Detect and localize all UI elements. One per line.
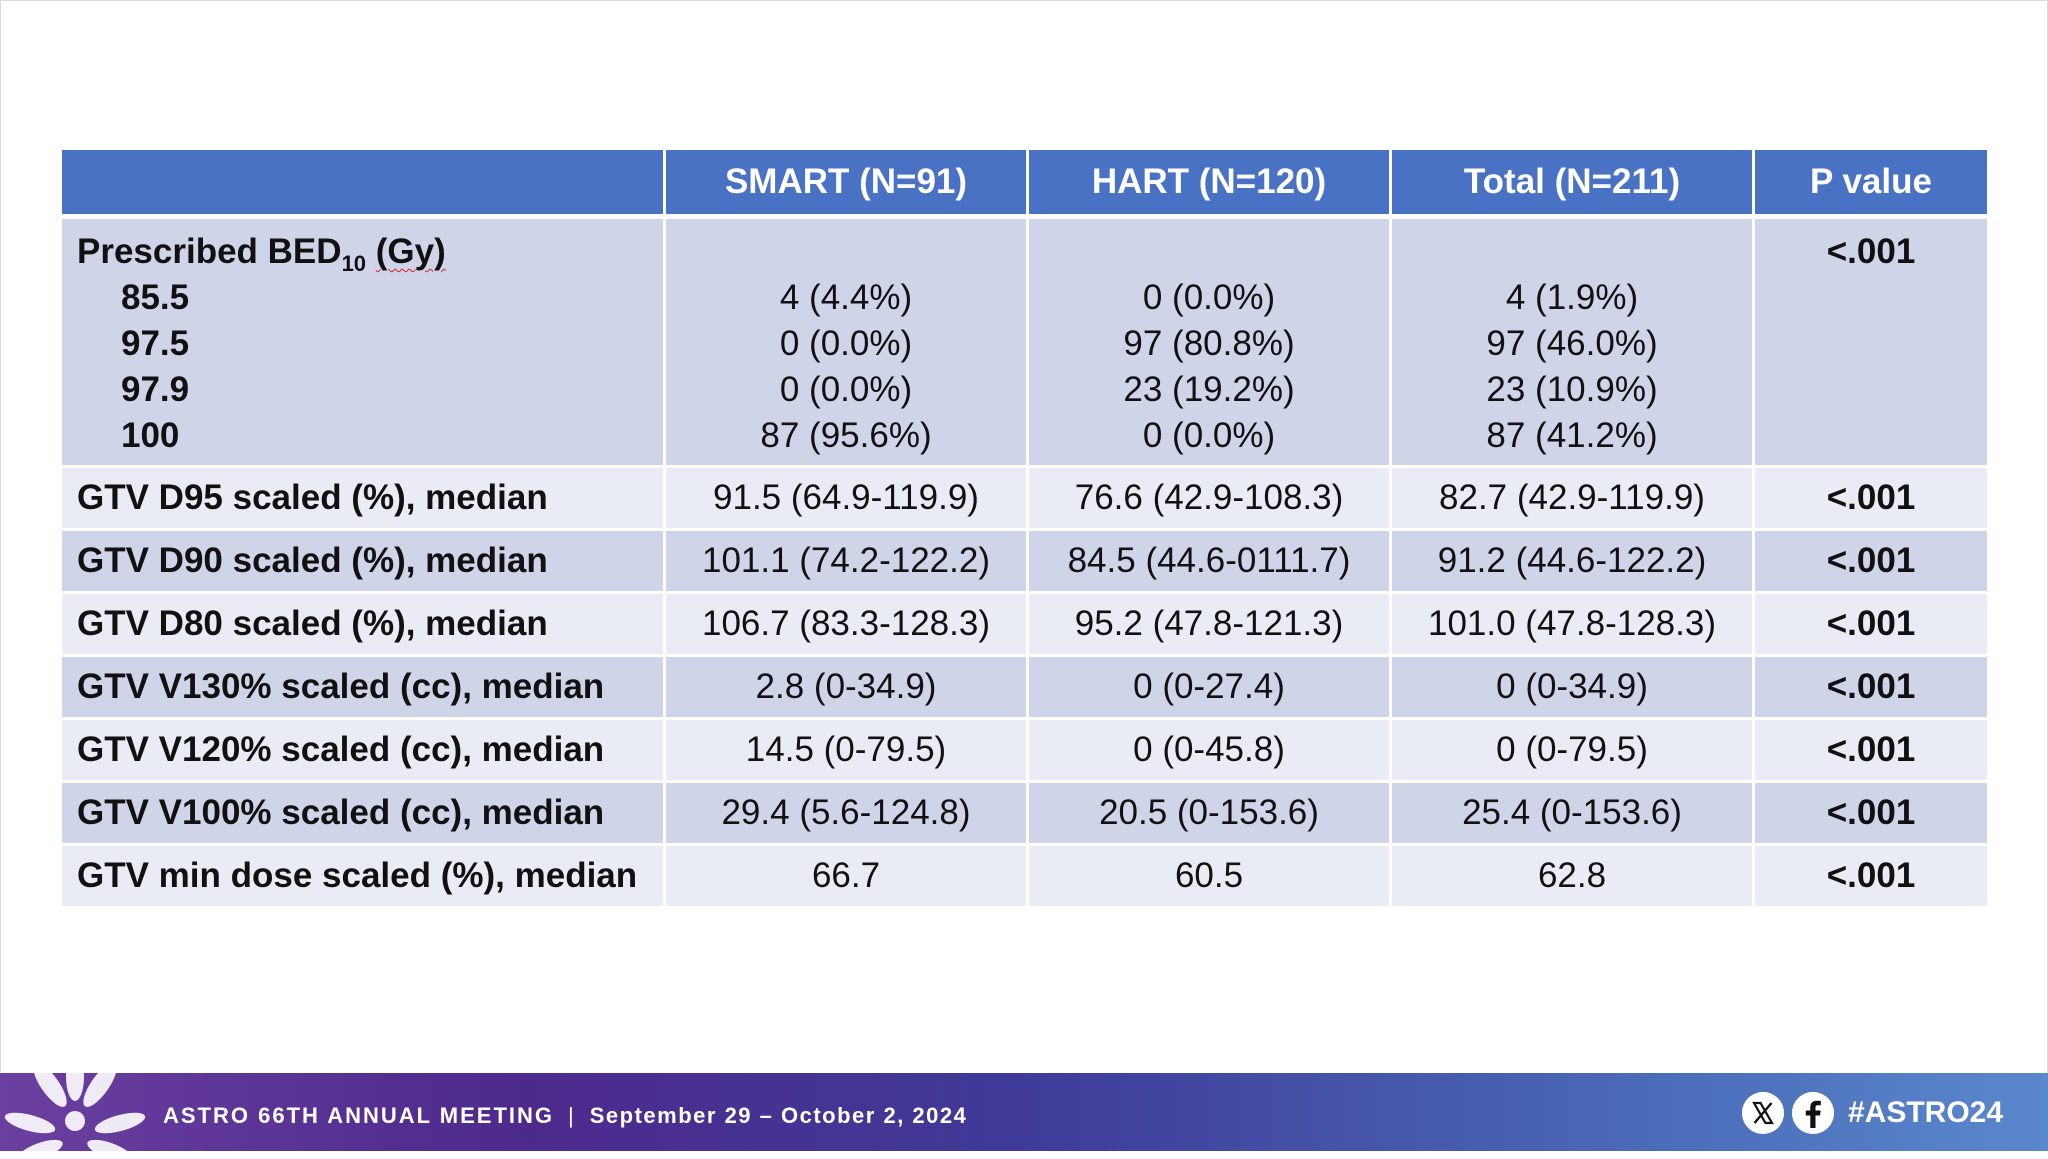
total-value: 25.4 (0-153.6) <box>1392 783 1755 846</box>
row-label: GTV min dose scaled (%), median <box>62 846 666 909</box>
header-total: Total (N=211) <box>1392 150 1755 219</box>
hart-value: 84.5 (44.6-0111.7) <box>1029 531 1392 594</box>
table-row: GTV D95 scaled (%), median 91.5 (64.9-11… <box>62 468 1987 531</box>
smart-value: 101.1 (74.2-122.2) <box>666 531 1029 594</box>
bed-level-label: 85.5 <box>121 278 190 317</box>
hart-value: 0 (0-27.4) <box>1029 657 1392 720</box>
hart-value: 95.2 (47.8-121.3) <box>1029 594 1392 657</box>
total-value: 82.7 (42.9-119.9) <box>1392 468 1755 531</box>
hart-value: 0 (0-45.8) <box>1029 720 1392 783</box>
bed-smart-value: 0 (0.0%) <box>779 370 913 409</box>
smart-value: 91.5 (64.9-119.9) <box>666 468 1029 531</box>
meeting-name: ASTRO 66TH ANNUAL MEETING <box>163 1103 555 1128</box>
header-hart: HART (N=120) <box>1029 150 1392 219</box>
p-value: <.001 <box>1755 657 1987 720</box>
row-label: GTV V130% scaled (cc), median <box>62 657 666 720</box>
bed-level-label: 100 <box>121 416 180 455</box>
p-value: <.001 <box>1755 783 1987 846</box>
bed-level-label: 97.5 <box>121 324 190 363</box>
smart-value: 106.7 (83.3-128.3) <box>666 594 1029 657</box>
smart-value: 29.4 (5.6-124.8) <box>666 783 1029 846</box>
bed-level-label: 97.9 <box>121 370 190 409</box>
p-value: <.001 <box>1755 594 1987 657</box>
table-row: GTV V130% scaled (cc), median 2.8 (0-34.… <box>62 657 1987 720</box>
bed-total-value: 87 (41.2%) <box>1486 416 1658 455</box>
p-value: <.001 <box>1755 846 1987 909</box>
table-row-prescribed-bed: Prescribed BED10 (Gy) 85.5 97.5 97.9 100… <box>62 219 1987 468</box>
prescribed-bed-total-cell: 4 (1.9%) 97 (46.0%) 23 (10.9%) 87 (41.2%… <box>1392 219 1755 468</box>
header-smart: SMART (N=91) <box>666 150 1029 219</box>
row-label: GTV V100% scaled (cc), median <box>62 783 666 846</box>
header-empty-cell <box>62 150 666 219</box>
table-row: GTV min dose scaled (%), median 66.7 60.… <box>62 846 1987 909</box>
prescribed-bed-p-value: <.001 <box>1826 232 1916 271</box>
results-table: SMART (N=91) HART (N=120) Total (N=211) … <box>62 150 1987 909</box>
p-value: <.001 <box>1755 720 1987 783</box>
bed-hart-value: 97 (80.8%) <box>1123 324 1295 363</box>
total-value: 91.2 (44.6-122.2) <box>1392 531 1755 594</box>
footer-separator: | <box>568 1103 576 1128</box>
table-row: GTV V100% scaled (cc), median 29.4 (5.6-… <box>62 783 1987 846</box>
bed-total-value: 23 (10.9%) <box>1486 370 1658 409</box>
hart-value: 76.6 (42.9-108.3) <box>1029 468 1392 531</box>
total-value: 101.0 (47.8-128.3) <box>1392 594 1755 657</box>
table-row: GTV D90 scaled (%), median 101.1 (74.2-1… <box>62 531 1987 594</box>
bed-total-value: 97 (46.0%) <box>1486 324 1658 363</box>
smart-value: 66.7 <box>666 846 1029 909</box>
p-value: <.001 <box>1755 468 1987 531</box>
smart-value: 14.5 (0-79.5) <box>666 720 1029 783</box>
bed-hart-value: 0 (0.0%) <box>1142 416 1276 455</box>
footer-meeting-line: ASTRO 66TH ANNUAL MEETING | September 29 –… <box>163 1073 967 1151</box>
prescribed-bed-unit: (Gy) <box>375 232 446 271</box>
prescribed-bed-hart-cell: 0 (0.0%) 97 (80.8%) 23 (19.2%) 0 (0.0%) <box>1029 219 1392 468</box>
total-value: 0 (0-79.5) <box>1392 720 1755 783</box>
row-label: GTV D90 scaled (%), median <box>62 531 666 594</box>
row-label: GTV D80 scaled (%), median <box>62 594 666 657</box>
prescribed-bed-label-cell: Prescribed BED10 (Gy) 85.5 97.5 97.9 100 <box>62 219 666 468</box>
prescribed-bed-subscript: 10 <box>341 251 367 276</box>
bed-hart-value: 0 (0.0%) <box>1142 278 1276 317</box>
x-icon[interactable] <box>1742 1092 1784 1134</box>
p-value: <.001 <box>1755 531 1987 594</box>
bed-smart-value: 4 (4.4%) <box>779 278 913 317</box>
total-value: 62.8 <box>1392 846 1755 909</box>
header-p-value: P value <box>1755 150 1987 219</box>
footer-bar: ASTRO 66TH ANNUAL MEETING | September 29 –… <box>0 1073 2048 1151</box>
row-label: GTV D95 scaled (%), median <box>62 468 666 531</box>
smart-value: 2.8 (0-34.9) <box>666 657 1029 720</box>
prescribed-bed-heading: Prescribed BED10 (Gy) <box>77 229 663 276</box>
bed-smart-value: 0 (0.0%) <box>779 324 913 363</box>
total-value: 0 (0-34.9) <box>1392 657 1755 720</box>
table-row: GTV V120% scaled (cc), median 14.5 (0-79… <box>62 720 1987 783</box>
meeting-dates: September 29 – October 2, 2024 <box>589 1103 968 1128</box>
row-label: GTV V120% scaled (cc), median <box>62 720 666 783</box>
bed-hart-value: 23 (19.2%) <box>1123 370 1295 409</box>
astro-flower-logo-icon <box>0 1073 150 1151</box>
bed-smart-value: 87 (95.6%) <box>760 416 932 455</box>
bed-total-value: 4 (1.9%) <box>1505 278 1639 317</box>
hashtag-label: #ASTRO24 <box>1848 1096 2004 1129</box>
prescribed-bed-p-cell: <.001 <box>1755 219 1987 468</box>
hart-value: 60.5 <box>1029 846 1392 909</box>
table-row: GTV D80 scaled (%), median 106.7 (83.3-1… <box>62 594 1987 657</box>
table-header-row: SMART (N=91) HART (N=120) Total (N=211) … <box>62 150 1987 219</box>
prescribed-bed-smart-cell: 4 (4.4%) 0 (0.0%) 0 (0.0%) 87 (95.6%) <box>666 219 1029 468</box>
facebook-icon[interactable] <box>1792 1092 1834 1134</box>
prescribed-bed-label: Prescribed BED <box>77 232 342 271</box>
hart-value: 20.5 (0-153.6) <box>1029 783 1392 846</box>
